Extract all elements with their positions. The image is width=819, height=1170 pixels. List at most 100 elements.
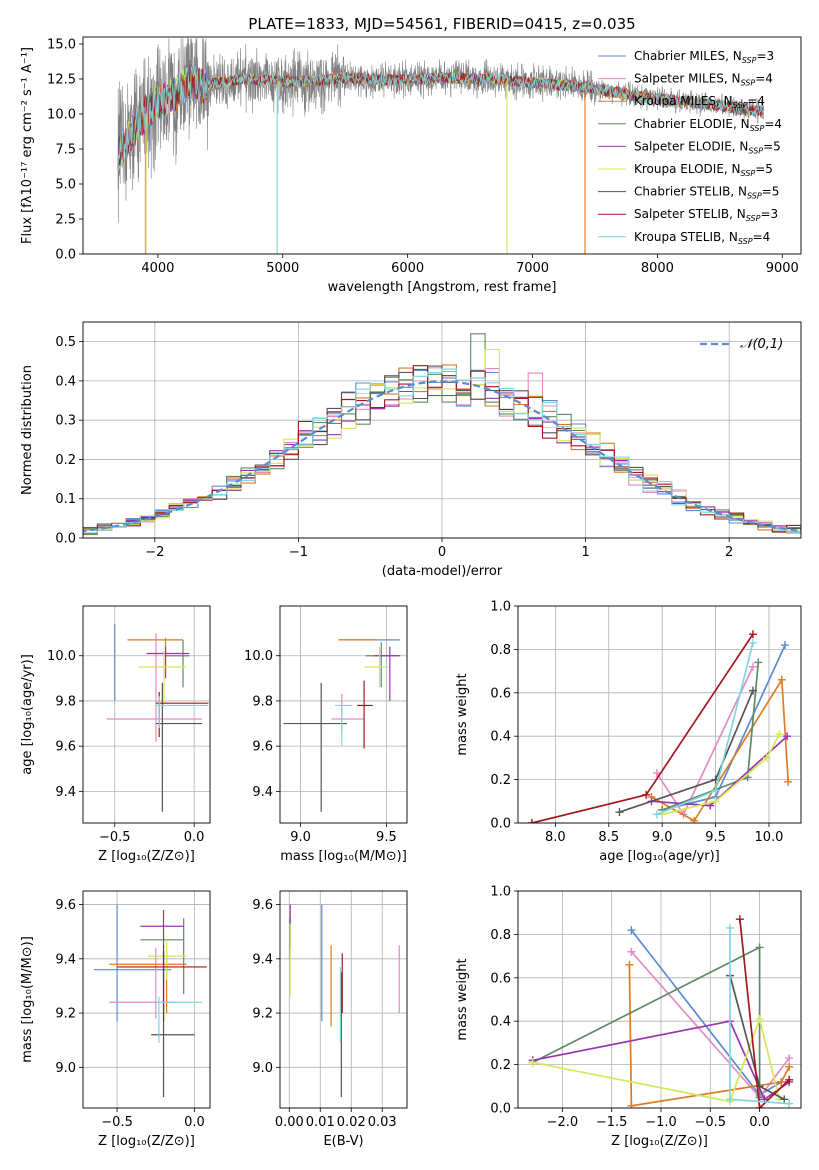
mass-weight-line [532,1016,781,1103]
y-tick-label: 9.6 [252,898,273,913]
mass-weight-marker [748,638,757,647]
massweight-vs-Z-frame-group: −2.0 −1.5 −1.0 −0.5 0.0 0.0 0.2 0.4 0.6 0.8 1.0 Z [… [455,885,802,1149]
x-tick-label: 10.0 [754,830,783,845]
y-tick-label: 9.2 [252,1007,273,1022]
y-tick-label: 9.8 [252,694,273,709]
x-tick-label: 6000 [391,261,424,276]
mass-weight-marker [625,960,634,969]
mass-weight-marker [777,675,786,684]
mass-weight-marker [690,816,699,823]
age-vs-mass-axes: 9.0 9.5 9.4 9.6 9.8 10.0 mass [log₁₀(M/M⊙)] [244,605,408,864]
mass-vs-Z-frame-group: −0.5 0.0 9.0 9.2 9.4 9.6 Z [log₁₀(Z/Z⊙)] mass [… [20,890,211,1149]
mass-weight-marker [755,1104,764,1108]
x-tick-label: 8.5 [598,830,619,845]
y-tick-label: 9.6 [252,740,273,755]
mass-weight-marker [726,1095,735,1104]
y-tick-label: 9.4 [252,952,273,967]
y-tick-label: 1.0 [490,600,511,615]
mass-weight-marker [528,1058,537,1067]
y-axis-label: mass [log₁₀(M/M⊙)] [20,936,35,1063]
massweight-vs-age-plot-area [527,630,793,823]
x-tick-label: −0.5 [694,1115,726,1130]
y-tick-label: 10.0 [244,649,273,664]
mass-weight-line [739,919,790,1108]
x-tick-label: 0.0 [749,1115,770,1130]
legend-entry: Chabrier MILES, NSSP=3 [634,49,774,65]
x-tick-label: −1 [289,545,308,560]
y-tick-label: 0.0 [55,532,76,547]
mass-weight-marker [785,1099,794,1108]
x-tick-label: 0.02 [337,1115,366,1130]
x-tick-label: 9.5 [705,830,726,845]
x-tick-label: 0.0 [184,1115,205,1130]
y-tick-label: 15.0 [47,38,76,53]
residuals-plot-area [83,333,801,537]
y-tick-label: 1.0 [490,885,511,900]
mass-weight-marker [755,1015,764,1024]
mass-weight-line [656,666,754,817]
y-tick-label: 0.4 [55,374,76,389]
legend-entry: Salpeter STELIB, NSSP=3 [634,207,778,223]
x-tick-label: 8000 [641,261,674,276]
x-tick-label: 0.0 [184,830,205,845]
y-axis-label: mass weight [455,673,470,755]
y-tick-label: 0.4 [490,730,511,745]
x-tick-label: −0.5 [99,830,131,845]
spectrum-model-line [117,65,764,171]
y-tick-label: 0.8 [490,928,511,943]
mass-weight-line [651,677,790,822]
mass-weight-marker [748,662,757,671]
mass-weight-marker [735,915,744,924]
x-axis-label: Z [log₁₀(Z/Z⊙)] [98,1134,195,1149]
y-axis-label: age [log₁₀(age/yr)] [20,654,35,775]
x-axis-label: Z [log₁₀(Z/Z⊙)] [98,849,195,864]
y-tick-label: 9.4 [252,785,273,800]
y-tick-label: 0.2 [490,773,511,788]
x-tick-label: 0.03 [368,1115,397,1130]
y-tick-label: 9.8 [55,694,76,709]
spectrum-frame-group: 4000 5000 6000 7000 8000 9000 0.0 2.5 5.0 7.5 10.0… [20,15,802,295]
x-axis-label: age [log₁₀(age/yr)] [599,849,720,864]
y-tick-label: 0.2 [55,453,76,468]
mass-vs-ebv-frame [279,890,408,1109]
massweight-vs-Z-plot-area [528,915,794,1108]
massweight-vs-Z-frame [517,890,802,1109]
legend-entry: 𝒩(0,1) [740,337,783,352]
mass-vs-Z-axes: −0.5 0.0 9.0 9.2 9.4 9.6 Z [log₁₀(Z/Z⊙)] mass [… [20,890,211,1149]
y-tick-label: 0.8 [490,643,511,658]
age-vs-mass-frame-group: 9.0 9.5 9.4 9.6 9.8 10.0 mass [log₁₀(M/M⊙)] [244,605,408,864]
x-axis-label: mass [log₁₀(M/M⊙)] [280,849,407,864]
x-axis-label: wavelength [Angstrom, rest frame] [328,280,557,295]
y-tick-label: 9.0 [252,1061,273,1076]
x-tick-label: −1.0 [645,1115,677,1130]
mass-weight-marker [785,1054,794,1063]
mass-weight-marker [762,753,771,762]
y-axis-label: mass weight [455,958,470,1040]
residuals-axes: −2 −1 0 1 2 0.0 0.1 0.2 0.3 0.4 0.5 (data-model)/er… [20,321,802,579]
legend-entry: Chabrier ELODIE, NSSP=4 [634,117,782,133]
y-tick-label: 5.0 [55,178,76,193]
mass-weight-marker [627,1101,636,1108]
mass-weight-marker [775,730,784,739]
mass-vs-Z-frame [82,890,211,1109]
mass-weight-marker [711,786,720,795]
x-tick-label: 2 [725,545,733,560]
mass-weight-marker [726,923,735,932]
y-tick-label: 0.2 [490,1058,511,1073]
mass-weight-marker [652,810,661,819]
x-axis-label: (data-model)/error [382,564,503,579]
y-tick-label: 10.0 [47,108,76,123]
y-tick-label: 10.0 [47,649,76,664]
x-tick-label: 1 [581,545,589,560]
mass-weight-line [628,964,790,1107]
age-vs-Z-frame [82,605,211,824]
x-tick-label: 9000 [766,261,799,276]
legend-entry: Kroupa MILES, NSSP=4 [634,94,765,110]
spectrum-plot-area [117,38,764,254]
residuals-frame-group: −2 −1 0 1 2 0.0 0.1 0.2 0.3 0.4 0.5 (data-model)/er… [20,321,802,579]
massweight-vs-age-frame-group: 8.0 8.5 9.0 9.5 10.0 0.0 0.2 0.4 0.6 0.8 1.0 age [l… [455,600,802,864]
y-tick-label: 9.0 [55,1061,76,1076]
mass-weight-line [656,642,754,816]
y-tick-label: 0.6 [490,971,511,986]
x-tick-label: −1.5 [596,1115,628,1130]
